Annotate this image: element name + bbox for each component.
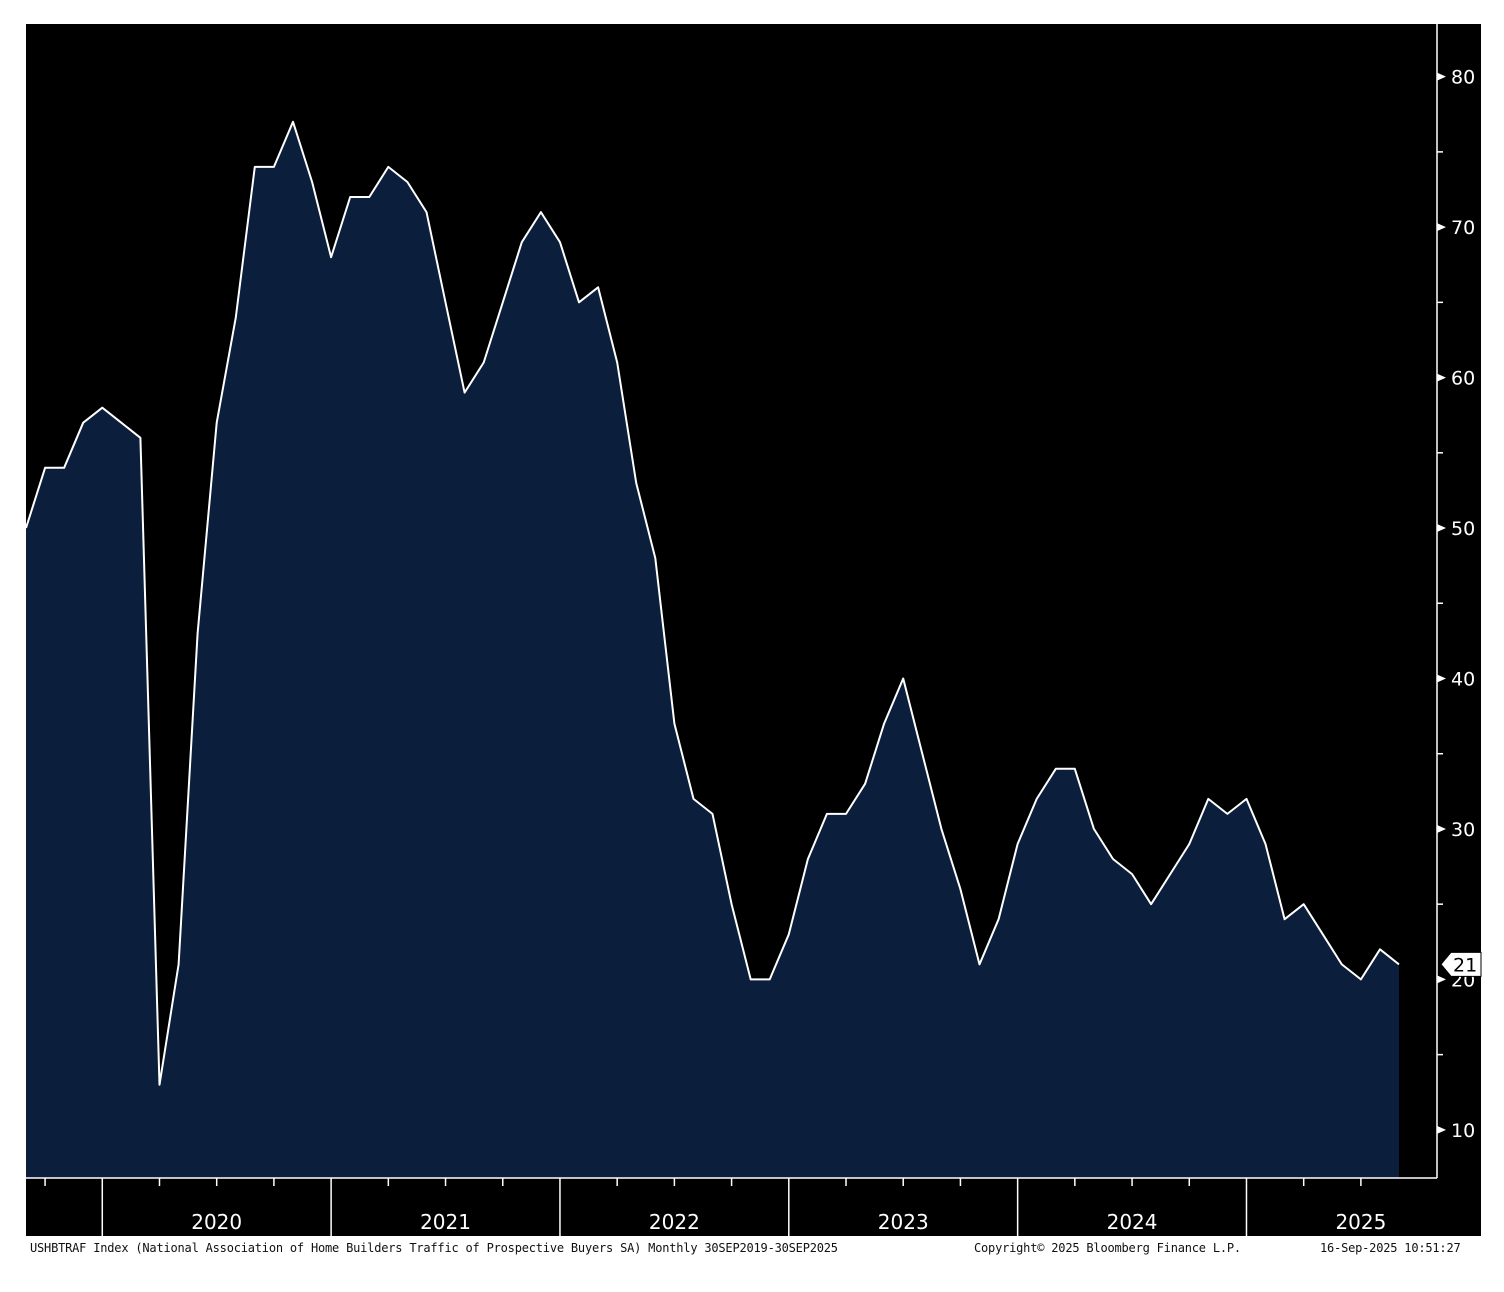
series-line bbox=[25, 120, 1400, 1086]
y-tick-label: 30 bbox=[1451, 819, 1475, 841]
y-tick-label: 10 bbox=[1451, 1120, 1475, 1142]
x-tick-label: 2024 bbox=[1107, 1210, 1158, 1234]
y-major-tick bbox=[1437, 373, 1446, 382]
x-tick-label: 2020 bbox=[191, 1210, 242, 1234]
y-major-tick bbox=[1437, 674, 1446, 683]
y-major-tick bbox=[1437, 975, 1446, 984]
y-major-tick bbox=[1437, 1125, 1446, 1134]
series-area-layer bbox=[25, 120, 1400, 1178]
y-major-tick bbox=[1437, 824, 1446, 833]
y-tick-label: 60 bbox=[1451, 368, 1475, 390]
y-tick-label: 40 bbox=[1451, 668, 1475, 690]
last-value-marker: 21 bbox=[1440, 951, 1482, 977]
y-tick-label: 50 bbox=[1451, 518, 1475, 540]
y-major-tick bbox=[1437, 524, 1446, 533]
y-tick-label: 80 bbox=[1451, 67, 1475, 89]
x-tick-label: 2025 bbox=[1335, 1210, 1386, 1234]
x-tick-label: 2021 bbox=[420, 1210, 471, 1234]
x-tick-label: 2023 bbox=[878, 1210, 929, 1234]
last-value-label: 21 bbox=[1453, 954, 1477, 976]
footer-timestamp: 16-Sep-2025 10:51:27 bbox=[1320, 1241, 1461, 1255]
x-tick-label: 2022 bbox=[649, 1210, 700, 1234]
y-major-tick bbox=[1437, 72, 1446, 81]
y-tick-label: 70 bbox=[1451, 217, 1475, 239]
series-area-fill bbox=[26, 121, 1399, 1178]
footer-copyright: Copyright© 2025 Bloomberg Finance L.P. bbox=[974, 1241, 1241, 1255]
last-value-flag bbox=[1440, 951, 1482, 977]
x-axis: 2020 2021 2022 2023 2024 2025 bbox=[26, 1177, 1437, 1236]
y-major-tick bbox=[1437, 223, 1446, 232]
footer-series-description: USHBTRAF Index (National Association of … bbox=[30, 1241, 838, 1255]
chart-footer: USHBTRAF Index (National Association of … bbox=[0, 1238, 1504, 1262]
